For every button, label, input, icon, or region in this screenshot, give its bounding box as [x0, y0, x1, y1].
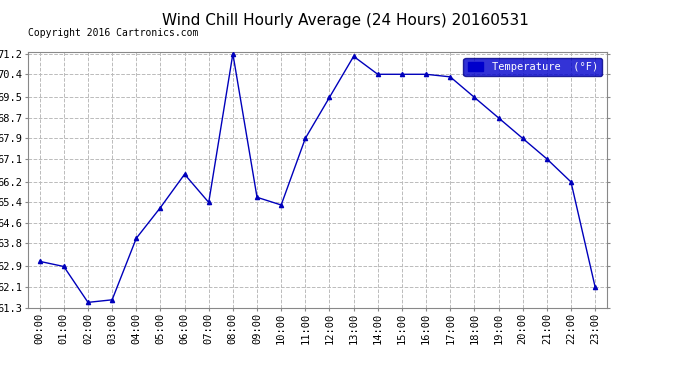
Text: Wind Chill Hourly Average (24 Hours) 20160531: Wind Chill Hourly Average (24 Hours) 201… — [161, 13, 529, 28]
Text: Copyright 2016 Cartronics.com: Copyright 2016 Cartronics.com — [28, 28, 198, 38]
Legend: Temperature  (°F): Temperature (°F) — [464, 58, 602, 76]
